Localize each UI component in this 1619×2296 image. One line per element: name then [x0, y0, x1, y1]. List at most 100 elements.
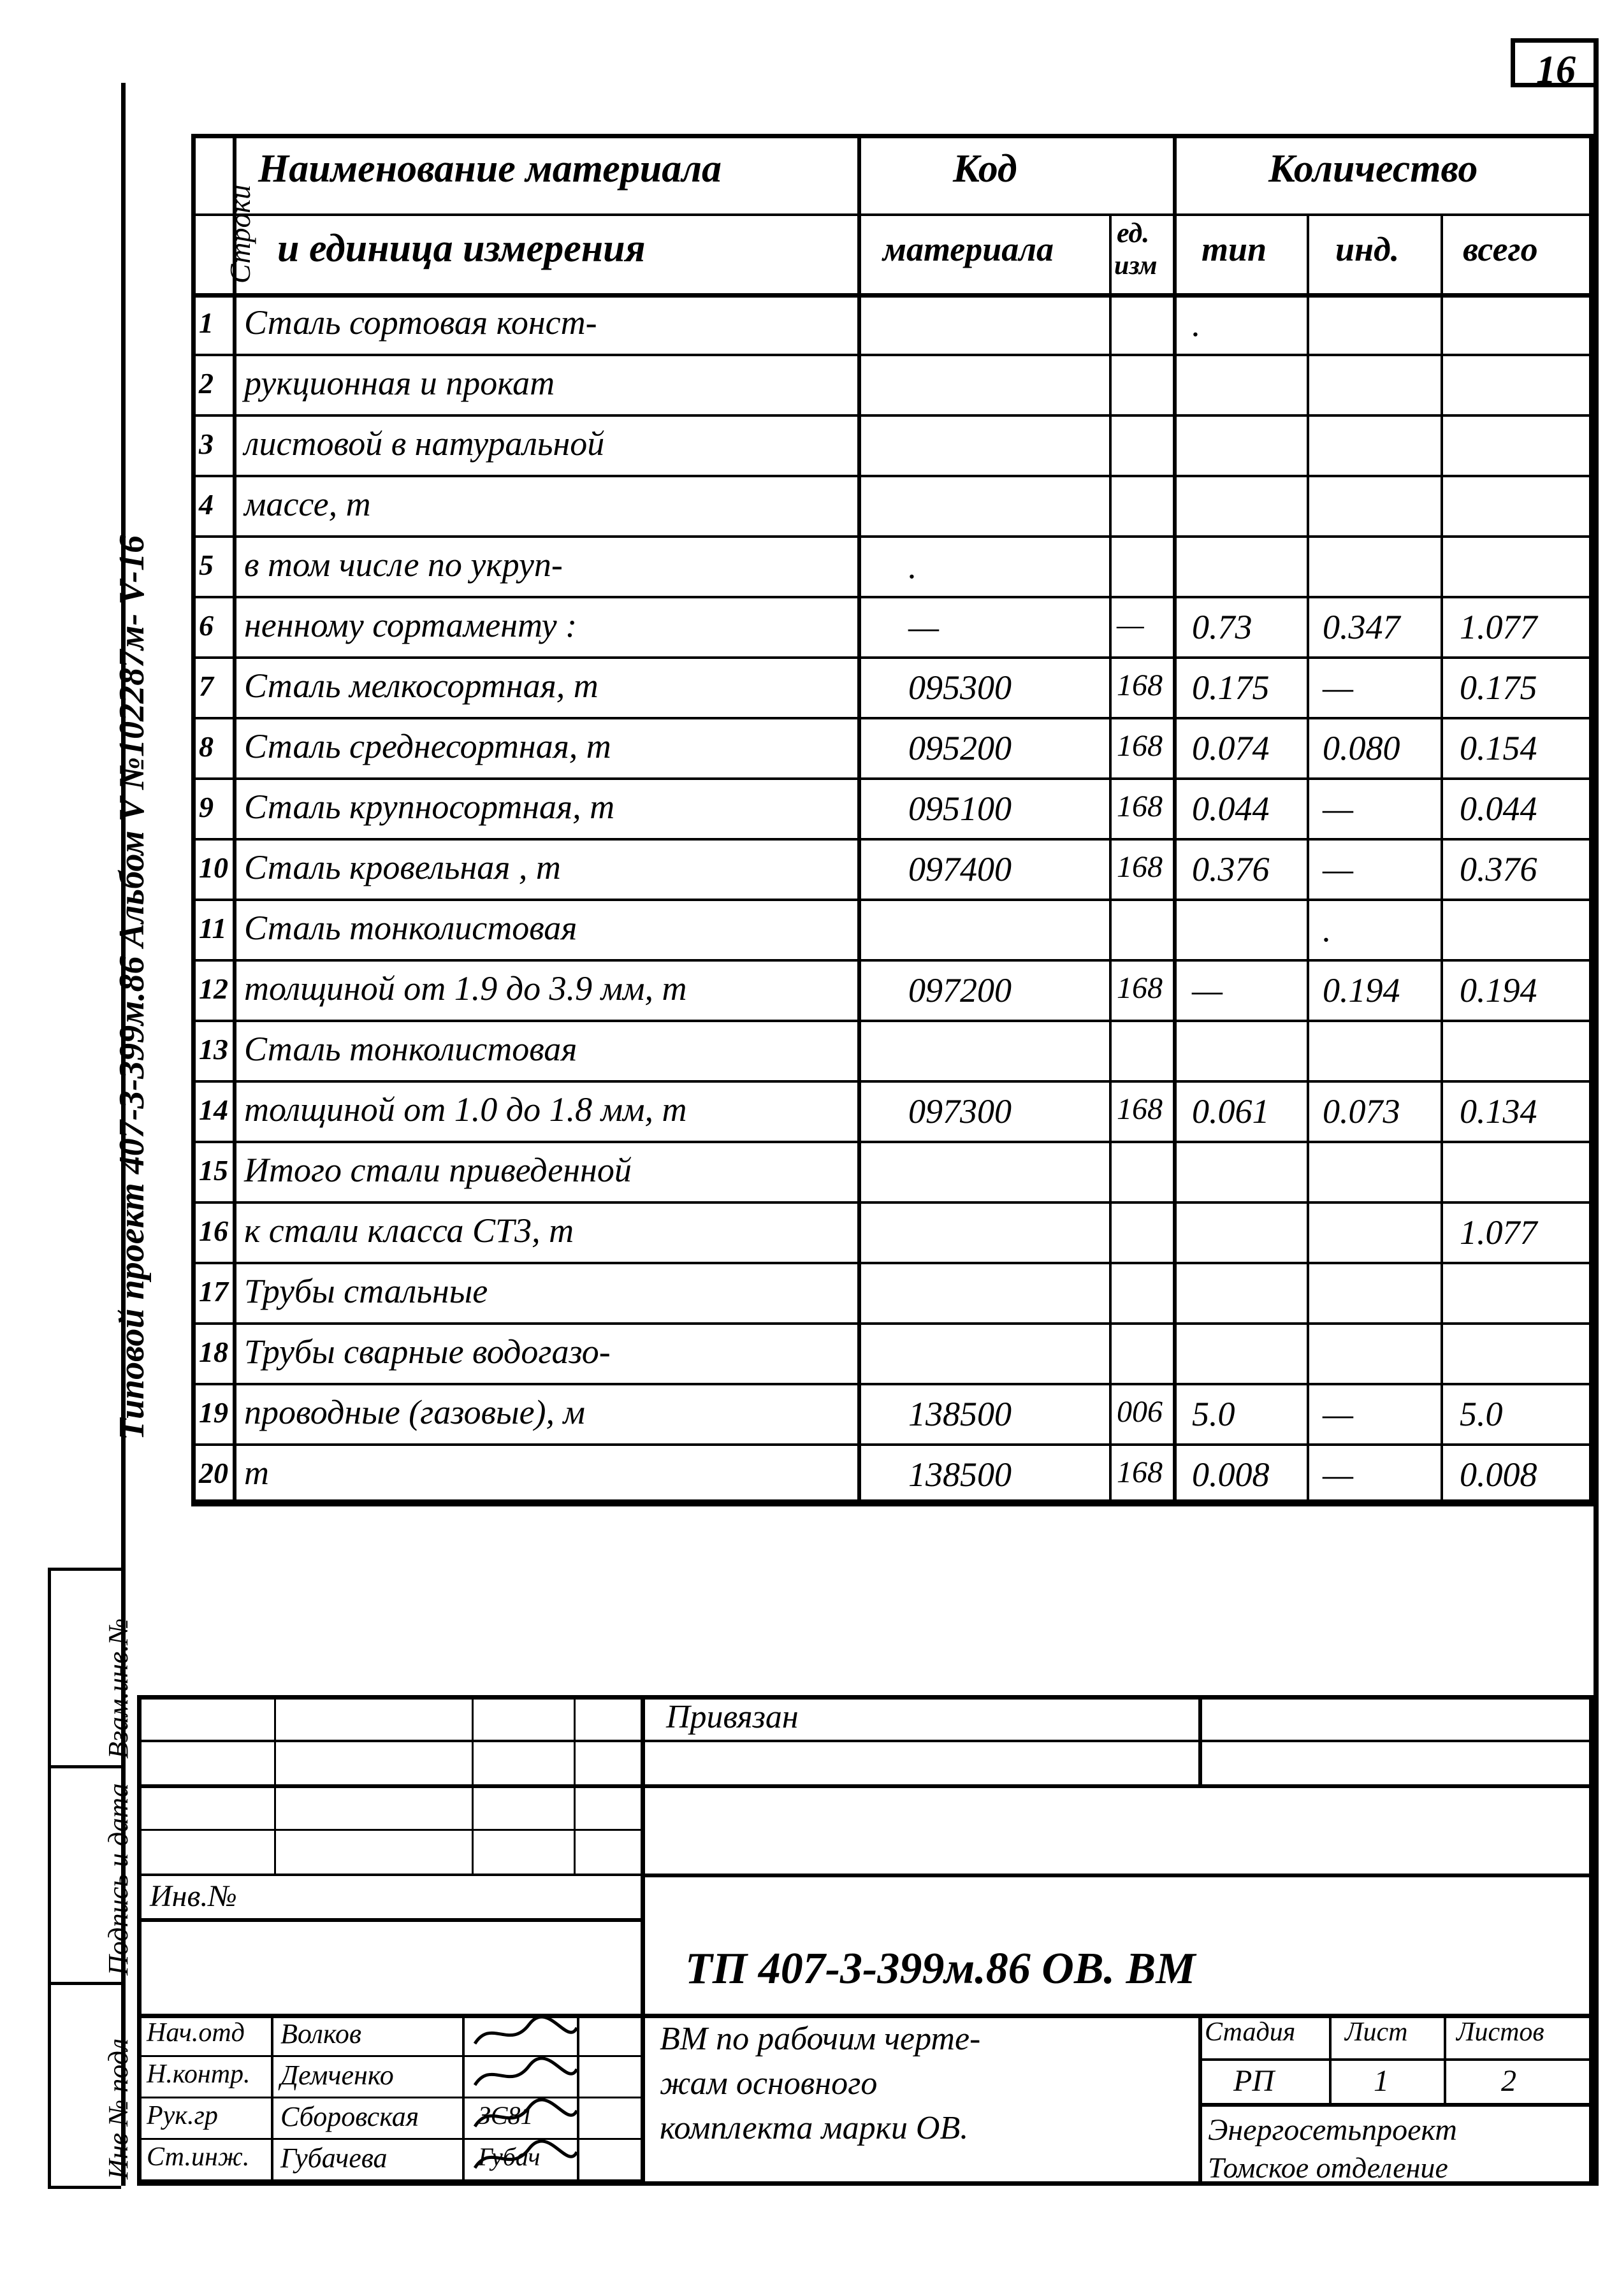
v-line: [1441, 213, 1443, 1504]
row-name: Сталь мелкосортная, т: [244, 666, 599, 705]
tb-stage: РП: [1233, 2063, 1274, 2098]
row-vsego: 1.077: [1460, 1213, 1537, 1252]
h-line: [191, 414, 1594, 417]
row-name: т: [244, 1453, 269, 1492]
row-vsego: 0.134: [1460, 1092, 1537, 1131]
v-line: [1198, 2014, 1202, 2186]
row-ind: —: [1323, 668, 1353, 707]
row-name: Сталь сортовая конст-: [244, 303, 597, 342]
h-line: [137, 1829, 641, 1831]
row-tip: 0.376: [1192, 849, 1270, 889]
row-tip: 5.0: [1192, 1394, 1235, 1434]
h-line: [191, 596, 1594, 598]
tb-name: Демченко: [280, 2059, 394, 2091]
h-line: [191, 717, 1594, 719]
row-number: 7: [199, 669, 214, 703]
row-vsego: 5.0: [1460, 1394, 1503, 1434]
h-line: [137, 1784, 641, 1786]
v-line: [1511, 38, 1515, 83]
h-line: [48, 1982, 121, 1985]
row-name: ненному сортаменту :: [244, 605, 577, 645]
h-line: [191, 1201, 1594, 1204]
v-line: [274, 1695, 276, 1874]
row-number: 20: [199, 1456, 228, 1490]
hdr-qty-vsego: всего: [1463, 229, 1538, 269]
tb-sheet: 1: [1374, 2063, 1389, 2098]
row-number: 9: [199, 790, 214, 824]
row-number: 17: [199, 1274, 228, 1308]
row-code: 097200: [908, 971, 1012, 1010]
tb-role: Рук.гр: [147, 2100, 218, 2131]
tb-name: Сборовская: [280, 2100, 419, 2133]
row-name: массе, т: [244, 484, 371, 524]
h-line: [137, 1918, 641, 1922]
h-line: [191, 656, 1594, 659]
row-name: Трубы стальные: [244, 1271, 488, 1311]
row-number: 12: [199, 972, 228, 1006]
row-tip: .: [1192, 305, 1201, 344]
tb-sheets-hdr: Листов: [1456, 2017, 1544, 2047]
row-tip: 0.008: [1192, 1455, 1270, 1494]
row-name: проводные (газовые), м: [244, 1392, 585, 1432]
row-ed: 168: [1117, 1455, 1163, 1490]
h-line: [191, 899, 1594, 901]
h-line: [191, 535, 1594, 538]
row-ed: 168: [1117, 849, 1163, 884]
tb-inv-label: Инв.№: [150, 1879, 237, 1914]
row-number: 3: [199, 427, 214, 461]
hdr-qty: Количество: [1268, 147, 1477, 192]
row-name: Сталь крупносортная, т: [244, 787, 614, 827]
row-ed: —: [1117, 607, 1144, 642]
row-vsego: 0.008: [1460, 1455, 1537, 1494]
row-tip: 0.061: [1192, 1092, 1270, 1131]
tb-role: Ст.инж.: [147, 2142, 249, 2172]
row-name: в том числе по укруп-: [244, 545, 563, 584]
tb-privyazan: Привязан: [666, 1698, 799, 1736]
row-ed: 168: [1117, 668, 1163, 703]
row-vsego: 0.194: [1460, 971, 1537, 1010]
row-tip: 0.044: [1192, 789, 1270, 828]
margin-lower2: Подпись и дата: [102, 1783, 134, 1975]
h-line: [191, 354, 1594, 356]
row-number: 15: [199, 1153, 228, 1187]
v-line: [271, 2014, 273, 2186]
v-line: [641, 1695, 645, 2186]
h-line: [1511, 83, 1594, 87]
margin-upper: Типовой проект 407-3-399м.86 Альбом V №1…: [112, 535, 152, 1440]
hdr-name-2: и единица измерения: [277, 226, 646, 271]
v-line: [1594, 38, 1599, 2186]
v-line: [48, 1568, 51, 2186]
h-line: [191, 1443, 1594, 1446]
h-line: [191, 1141, 1594, 1143]
row-vsego: 0.044: [1460, 789, 1537, 828]
row-ed: 168: [1117, 971, 1163, 1006]
row-number: 19: [199, 1396, 228, 1429]
row-number: 2: [199, 366, 214, 400]
row-ed: 168: [1117, 1092, 1163, 1127]
h-line: [137, 2179, 641, 2181]
row-vsego: 0.154: [1460, 728, 1537, 768]
h-line: [1198, 2103, 1594, 2107]
hdr-qty-tip: тип: [1202, 229, 1267, 269]
h-line: [191, 1383, 1594, 1385]
h-line: [137, 1740, 641, 1742]
row-code: 097300: [908, 1092, 1012, 1131]
row-vsego: 0.175: [1460, 668, 1537, 707]
h-line: [191, 1504, 1594, 1506]
row-ind: 0.347: [1323, 607, 1400, 647]
signature-icon: [472, 2015, 580, 2053]
row-vsego: 1.077: [1460, 607, 1537, 647]
row-name: листовой в натуральной: [244, 424, 604, 463]
row-ed: 168: [1117, 789, 1163, 824]
h-line: [191, 1080, 1594, 1083]
v-line: [472, 1695, 474, 1874]
row-ind: —: [1323, 849, 1353, 889]
row-number: 10: [199, 851, 228, 884]
tb-sheets: 2: [1501, 2063, 1516, 2098]
tb-sig-extra: ЗС81: [478, 2100, 533, 2130]
tb-org1: Энергосетьпроект: [1208, 2112, 1457, 2148]
hdr-qty-ind: инд.: [1335, 229, 1399, 269]
row-ind: 0.194: [1323, 971, 1400, 1010]
row-number: 16: [199, 1214, 228, 1248]
row-number: 13: [199, 1032, 228, 1066]
